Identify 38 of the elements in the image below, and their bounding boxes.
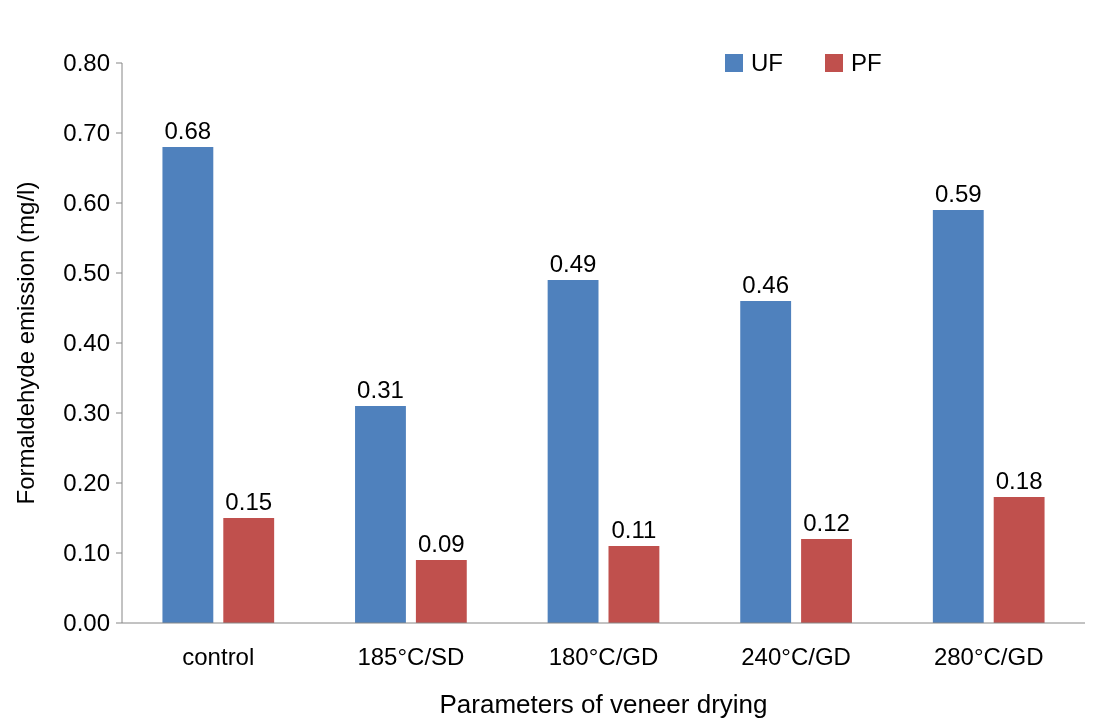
- data-label: 0.46: [742, 271, 790, 298]
- x-axis-title: Parameters of veneer drying: [439, 689, 768, 719]
- y-tick-label: 0.80: [63, 49, 110, 77]
- y-tick-label: 0.10: [63, 539, 110, 567]
- data-label: 0.59: [934, 180, 982, 207]
- bar: [993, 497, 1045, 623]
- data-label: 0.18: [995, 467, 1043, 494]
- bar: [162, 147, 214, 623]
- y-axis-title: Formaldehyde emission (mg/l): [12, 181, 39, 505]
- x-tick-label: 185°C/SD: [357, 643, 465, 670]
- bar: [740, 301, 792, 623]
- y-tick-label: 0.40: [63, 329, 110, 357]
- y-tick-label: 0.50: [63, 259, 110, 287]
- bar: [547, 280, 599, 623]
- data-label: 0.09: [417, 530, 465, 557]
- x-tick-label: control: [182, 643, 255, 670]
- bar: [932, 210, 984, 623]
- bar: [608, 546, 660, 623]
- bar: [801, 539, 852, 623]
- x-tick-label: 240°C/GD: [741, 643, 851, 670]
- y-tick-label: 0.00: [63, 609, 110, 637]
- y-tick-label: 0.20: [63, 469, 110, 497]
- y-tick-label: 0.60: [63, 189, 110, 217]
- data-label: 0.68: [164, 117, 212, 144]
- bar: [223, 518, 275, 623]
- legend-label: UF: [751, 49, 783, 77]
- data-label: 0.12: [803, 509, 850, 536]
- data-label: 0.15: [225, 488, 273, 515]
- bar: [415, 560, 467, 623]
- data-label: 0.31: [357, 376, 404, 403]
- x-tick-label: 280°C/GD: [933, 643, 1044, 670]
- x-tick-label: 180°C/GD: [548, 643, 659, 670]
- y-tick-label: 0.70: [63, 119, 110, 147]
- data-label: 0.49: [549, 250, 597, 277]
- data-label: 0.11: [611, 516, 657, 543]
- legend-label: PF: [851, 49, 882, 77]
- y-tick-label: 0.30: [63, 399, 110, 427]
- bar: [355, 406, 406, 623]
